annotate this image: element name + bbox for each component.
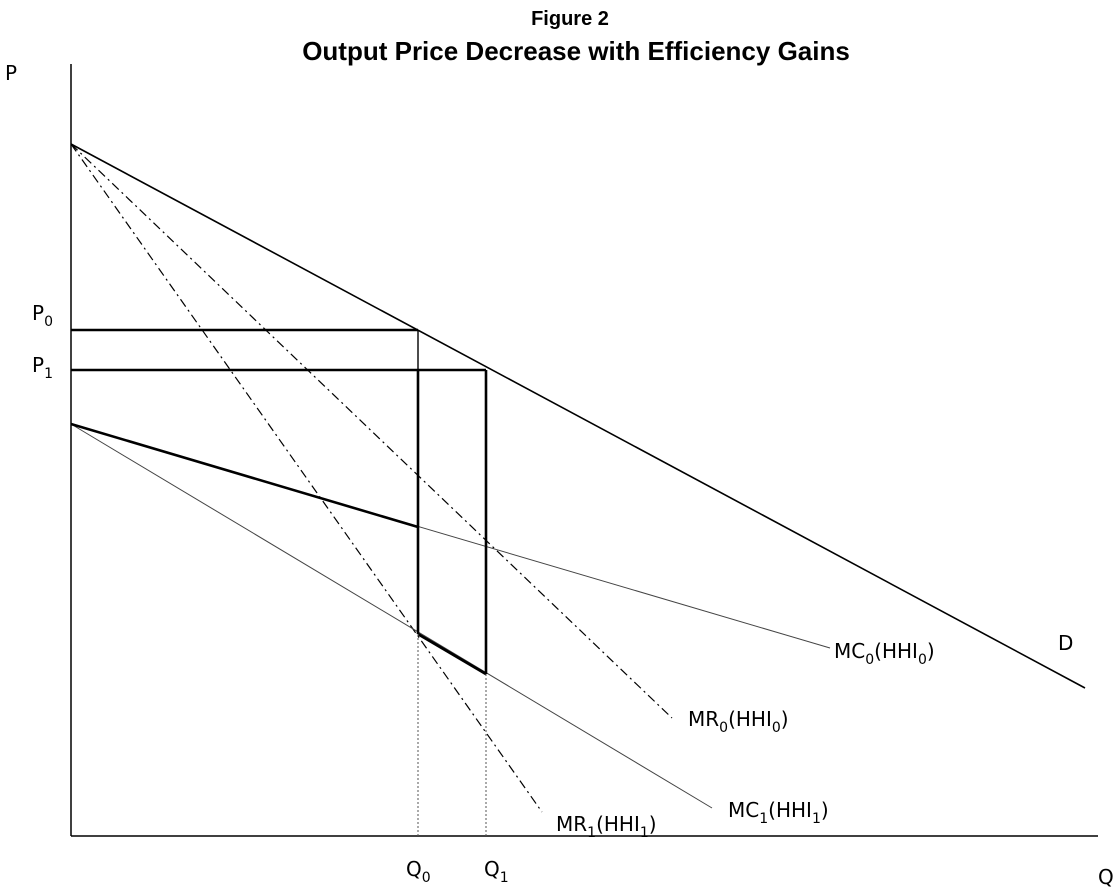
demand-curve [70, 143, 1086, 689]
mc0-effective-segment [70, 422, 419, 529]
y-axis-label: P [5, 61, 17, 85]
x-axis-label: Q [1098, 865, 1114, 888]
q1-label: Q1 [484, 857, 509, 886]
mr0-label: MR0(HHI0) [688, 707, 789, 736]
p0-label: P0 [32, 301, 53, 330]
figure-number: Figure 2 [531, 8, 609, 30]
mc1-label: MC1(HHI1) [728, 798, 829, 827]
mc0-label: MC0(HHI0) [834, 639, 935, 668]
mc1-curve [70, 423, 713, 809]
figure-title: Output Price Decrease with Efficiency Ga… [302, 36, 850, 66]
mr1-curve [70, 143, 543, 813]
mr0-curve [70, 143, 673, 719]
mr1-label: MR1(HHI1) [556, 812, 657, 841]
q0-label: Q0 [406, 857, 431, 886]
mc1-bottom-segment [417, 632, 487, 676]
demand-label: D [1058, 631, 1073, 655]
p1-label: P1 [32, 353, 53, 382]
